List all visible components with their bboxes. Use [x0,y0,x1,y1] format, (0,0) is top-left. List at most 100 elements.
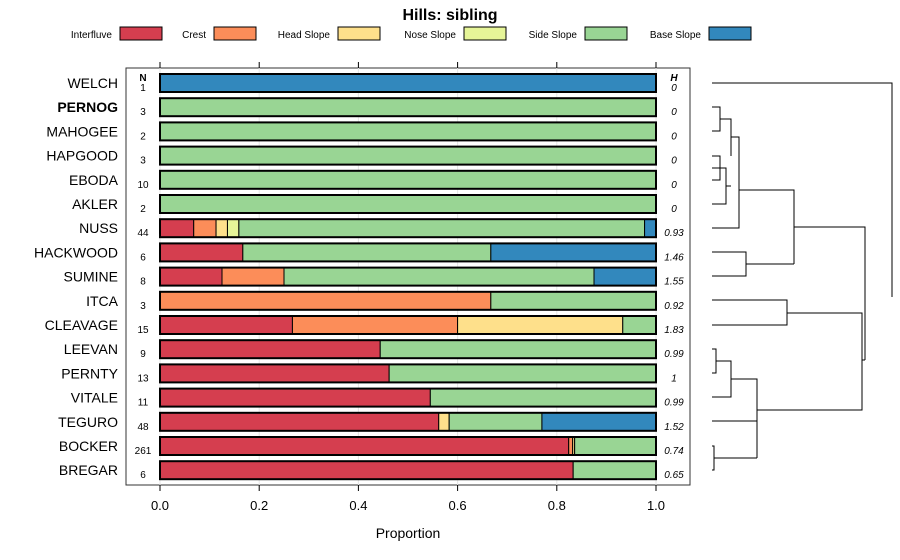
legend-label: Interfluve [71,30,113,41]
x-tick-label: 1.0 [647,498,665,513]
row-label: EBODA [69,172,119,188]
row: EBODA 10 0 [69,169,677,191]
bar-segment [438,412,450,432]
row-h: 0.99 [664,398,684,409]
legend-swatch [119,26,163,41]
plot-frame [125,67,691,486]
bar-segment [159,291,492,311]
row-h: 1.55 [664,277,684,288]
row-h: 0 [671,83,677,94]
dendrogram-branch [720,118,732,156]
bar-segment [159,339,381,359]
bar-outline [159,363,657,384]
bar-segment [159,242,244,262]
chart-title: Hills: sibling [402,7,497,24]
row-label: AKLER [72,196,118,212]
row-h: 0 [671,131,677,142]
dendrogram-branch [712,82,893,297]
row-n: 9 [140,349,146,360]
dendrogram [712,82,893,471]
x-tick-label: 0.6 [449,498,467,513]
bar-segment [568,436,574,456]
bar-segment [429,388,657,408]
row: ITCA 3 0.92 [86,290,684,312]
bar-segment [159,436,570,456]
bar-segment [159,146,657,166]
row: HAPGOOD 3 0 [46,145,677,167]
row-label: SUMINE [64,269,118,285]
bar-segment [388,363,657,383]
bar-outline [159,315,657,335]
row-label: BOCKER [59,438,118,454]
bar-segment [490,242,657,262]
bar-segment [221,267,285,287]
bar-segment [572,460,657,480]
row-label: NUSS [79,220,118,236]
x-tick-label: 0.4 [349,498,367,513]
row-label: LEEVAN [64,341,118,357]
legend-label: Base Slope [650,30,702,41]
dendrogram-branch [712,360,732,398]
dendrogram-branch [712,167,727,205]
row-n: 2 [140,131,146,142]
row-n: 1 [140,83,146,94]
legend-swatch [337,26,381,41]
row-n: 3 [140,107,146,118]
row: PERNOG 3 0 [57,97,677,118]
bar-outline [159,290,657,311]
bar-segment [215,218,228,238]
bar-segment [644,218,657,238]
dendrogram-branch [712,445,715,471]
bar-outline [159,339,657,360]
dendrogram-branch [712,251,747,277]
dendrogram-branch [757,312,863,411]
row-label: BREGAR [59,462,118,478]
n-header: N [139,73,146,84]
row: BOCKER 261 0.74 [59,436,684,457]
row-n: 261 [135,446,152,457]
bar-outline [159,460,657,481]
row-n: 2 [140,204,146,215]
legend-label: Nose Slope [404,30,456,41]
row-n: 48 [137,422,149,433]
bar-segment [159,412,440,432]
row-n: 8 [140,277,146,288]
bar-segment [159,460,574,480]
bar-outline [159,436,657,456]
row-h: 1.46 [664,252,684,263]
bar-outline [159,387,657,408]
row-label: ITCA [86,293,119,309]
dendrogram-branch [794,226,866,360]
row-n: 44 [137,228,149,239]
row: HACKWOOD 6 1.46 [34,242,684,263]
row-h: 1 [671,373,677,384]
row-n: 6 [140,252,146,263]
row-label: HACKWOOD [34,244,118,260]
bar-segment [490,291,657,311]
bar-outline [159,266,657,287]
row-h: 0 [671,156,677,167]
legend-label: Crest [182,30,206,41]
bar-segment [238,218,646,238]
row-h: 0.99 [664,349,684,360]
row-label: CLEAVAGE [45,317,118,333]
row: VITALE 11 0.99 [71,387,684,409]
bar-outline [159,242,657,263]
bar-segment [159,97,657,117]
bar-segment [593,267,657,287]
bar-segment [226,218,240,238]
dendrogram-branch [739,189,795,264]
row: SUMINE 8 1.55 [64,266,684,288]
bar-segment [541,412,657,432]
row-label: PERNTY [61,365,118,381]
row: BREGAR 6 0.65 [59,460,684,481]
row-n: 13 [137,373,149,384]
bar-segment [159,218,195,238]
bar-segment [379,339,657,359]
x-tick-label: 0.2 [250,498,268,513]
legend-swatch [708,26,752,41]
row: MAHOGEE 2 0 [46,121,677,142]
row-n: 15 [137,325,149,336]
legend: Interfluve Crest Head Slope Nose Slope Side … [71,26,752,41]
